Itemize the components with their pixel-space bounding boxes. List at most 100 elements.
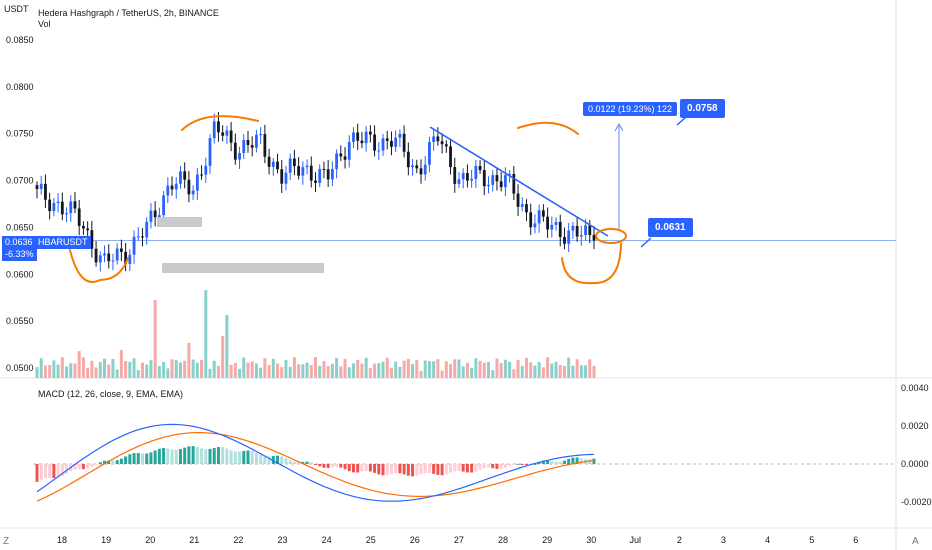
macd-histogram-bar bbox=[520, 464, 524, 465]
freehand-curve[interactable] bbox=[69, 249, 129, 283]
macd-histogram-bar bbox=[499, 464, 503, 469]
macd-tick-label: -0.0020 bbox=[901, 497, 932, 507]
macd-histogram-bar bbox=[411, 464, 415, 477]
entry-pointer-line[interactable] bbox=[640, 237, 652, 248]
macd-histogram-bar bbox=[212, 447, 216, 464]
macd-histogram-bar bbox=[453, 464, 457, 472]
volume-bar bbox=[411, 364, 415, 378]
macd-histogram-bar bbox=[592, 458, 596, 464]
time-tick-label: 4 bbox=[765, 535, 770, 545]
freehand-curve[interactable] bbox=[561, 243, 622, 285]
macd-tick-label: 0.0000 bbox=[901, 459, 929, 469]
macd-histogram-bar bbox=[347, 464, 351, 472]
freehand-circle[interactable] bbox=[595, 228, 627, 244]
time-tick-label: 2 bbox=[677, 535, 682, 545]
volume-bar bbox=[512, 369, 516, 378]
volume-bar bbox=[495, 358, 499, 378]
candle-body bbox=[440, 141, 444, 145]
candle-body bbox=[280, 169, 284, 184]
macd-histogram-bar bbox=[178, 449, 182, 464]
volume-bar bbox=[77, 351, 81, 378]
candle-body bbox=[398, 133, 402, 138]
candle-body bbox=[162, 195, 165, 216]
candle-body bbox=[94, 248, 98, 263]
volume-bar bbox=[183, 360, 187, 378]
macd-histogram-bar bbox=[119, 458, 123, 464]
macd-histogram-bar bbox=[335, 464, 339, 468]
candle-body bbox=[571, 225, 575, 231]
macd-histogram-bar bbox=[330, 464, 334, 468]
volume-bar bbox=[162, 361, 166, 378]
volume-bar bbox=[149, 360, 153, 378]
macd-histogram-bar bbox=[487, 464, 491, 468]
candle-body bbox=[233, 142, 237, 160]
freehand-curve[interactable] bbox=[517, 121, 579, 135]
highlight-rectangle[interactable] bbox=[162, 263, 324, 273]
volume-bar bbox=[280, 367, 284, 378]
time-tick-label: 30 bbox=[586, 535, 596, 545]
target-price-callout[interactable]: 0.0758 bbox=[680, 99, 725, 118]
volume-bar bbox=[60, 357, 64, 378]
candle-body bbox=[423, 164, 427, 175]
candle-body bbox=[487, 184, 490, 187]
highlight-rectangle[interactable] bbox=[157, 217, 202, 227]
candle-body bbox=[153, 210, 157, 218]
freehand-curve[interactable] bbox=[181, 115, 259, 131]
macd-indicator-label: MACD (12, 26, close, 9, EMA, EMA) bbox=[38, 389, 184, 399]
candle-body bbox=[499, 181, 503, 188]
macd-histogram-bar bbox=[183, 447, 187, 464]
descending-trendline[interactable] bbox=[429, 126, 609, 237]
volume-bar bbox=[216, 365, 220, 378]
time-tick-label: 29 bbox=[542, 535, 552, 545]
volume-bar bbox=[242, 357, 246, 378]
candle-body bbox=[225, 130, 229, 136]
macd-histogram-bar bbox=[444, 464, 448, 475]
macd-histogram-bar bbox=[550, 460, 554, 464]
volume-bar bbox=[115, 369, 119, 378]
macd-histogram-bar bbox=[216, 447, 220, 464]
macd-histogram-bar bbox=[288, 460, 292, 464]
macd-histogram-bar bbox=[204, 449, 208, 464]
volume-bar bbox=[339, 366, 343, 378]
volume-bar bbox=[470, 368, 474, 378]
volume-bar bbox=[503, 359, 507, 378]
measure-label[interactable]: 0.0122 (19.23%) 122 bbox=[583, 102, 678, 116]
macd-histogram-bar bbox=[588, 459, 592, 464]
auto-scale-button[interactable]: A bbox=[912, 536, 919, 547]
volume-bar bbox=[427, 361, 431, 378]
macd-histogram-bar bbox=[73, 464, 77, 470]
macd-histogram-bar bbox=[128, 454, 132, 464]
volume-bar bbox=[482, 362, 486, 378]
candle-body bbox=[330, 169, 334, 180]
macd-histogram-bar bbox=[440, 464, 444, 476]
entry-price-callout[interactable]: 0.0631 bbox=[648, 218, 693, 237]
macd-histogram-bar bbox=[292, 461, 296, 464]
macd-histogram-bar bbox=[541, 460, 545, 464]
candle-body bbox=[406, 151, 410, 168]
volume-bar bbox=[39, 358, 43, 378]
macd-histogram-bar bbox=[385, 464, 389, 476]
macd-histogram-bar bbox=[571, 457, 575, 464]
candle-body bbox=[195, 174, 199, 191]
macd-histogram-bar bbox=[419, 464, 423, 475]
macd-histogram-bar bbox=[111, 460, 115, 464]
volume-bar bbox=[65, 366, 69, 378]
volume-bar bbox=[554, 361, 558, 378]
candle-body bbox=[107, 253, 111, 262]
time-tick-label: 20 bbox=[145, 535, 155, 545]
candle-body bbox=[276, 161, 279, 170]
zoom-button[interactable]: Z bbox=[3, 536, 10, 547]
candle-body bbox=[284, 172, 288, 184]
volume-bar bbox=[178, 362, 182, 378]
volume-bar bbox=[368, 368, 372, 378]
volume-bar bbox=[457, 359, 461, 378]
symbol-tag: HBARUSDT bbox=[35, 236, 91, 249]
time-tick-label: 24 bbox=[322, 535, 332, 545]
volume-bar bbox=[90, 360, 94, 378]
candle-body bbox=[588, 225, 592, 235]
currency-label: USDT bbox=[4, 4, 29, 14]
target-pointer-line[interactable] bbox=[676, 116, 687, 126]
candle-body bbox=[537, 210, 541, 224]
macd-histogram-bar bbox=[389, 464, 393, 475]
